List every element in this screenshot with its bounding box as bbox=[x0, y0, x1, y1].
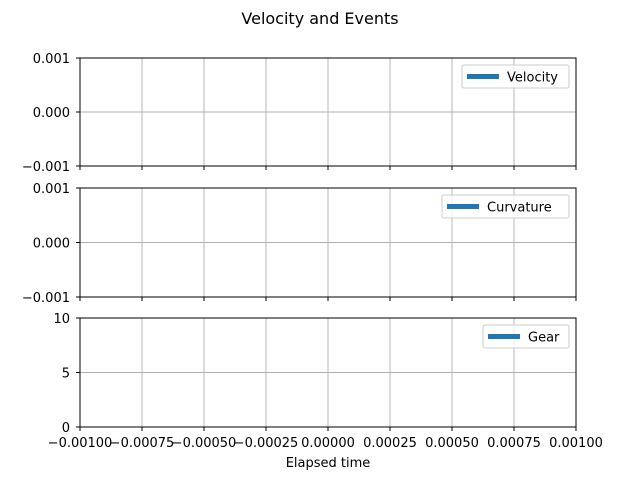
y-tick-label: 0.001 bbox=[33, 182, 70, 197]
legend: Velocity bbox=[461, 64, 570, 89]
x-tick-label: 0.00025 bbox=[363, 436, 417, 451]
legend-frame bbox=[461, 64, 570, 89]
axes-group: −0.001 0.000 0.001 Velocity −0.001 0.000 0.001… bbox=[22, 52, 603, 451]
legend-frame bbox=[482, 324, 570, 349]
y-tick-label: 0 bbox=[62, 421, 70, 436]
x-tick-label: 0.00100 bbox=[549, 436, 603, 451]
legend-label: Curvature bbox=[487, 201, 552, 216]
y-tick-label: −0.001 bbox=[22, 291, 70, 306]
x-tick-label: −0.00025 bbox=[234, 436, 299, 451]
x-tick-label: −0.00050 bbox=[172, 436, 237, 451]
x-axis-label: Elapsed time bbox=[286, 456, 371, 471]
legend: Curvature bbox=[441, 194, 570, 219]
y-tick-label: −0.001 bbox=[22, 160, 70, 175]
y-tick-label: 0.000 bbox=[33, 237, 70, 252]
x-tick-label: 0.00075 bbox=[487, 436, 541, 451]
x-tick-label: 0.00000 bbox=[301, 436, 355, 451]
x-tick-label: 0.00050 bbox=[425, 436, 479, 451]
y-tick-label: 0.001 bbox=[33, 52, 70, 67]
figure-title: Velocity and Events bbox=[241, 9, 398, 28]
y-tick-label: 5 bbox=[62, 367, 70, 382]
legend-label: Gear bbox=[528, 331, 560, 346]
y-tick-label: 10 bbox=[53, 312, 70, 327]
x-tick-label: −0.00075 bbox=[110, 436, 175, 451]
x-tick-label: −0.00100 bbox=[48, 436, 113, 451]
legend-label: Velocity bbox=[507, 71, 558, 86]
subplot-1: −0.001 0.000 0.001 Velocity bbox=[22, 52, 577, 175]
y-tick-label: 0.000 bbox=[33, 106, 70, 121]
legend: Gear bbox=[482, 324, 570, 349]
subplot-2: −0.001 0.000 0.001 Curvature bbox=[22, 182, 577, 306]
legend-frame bbox=[441, 194, 570, 219]
